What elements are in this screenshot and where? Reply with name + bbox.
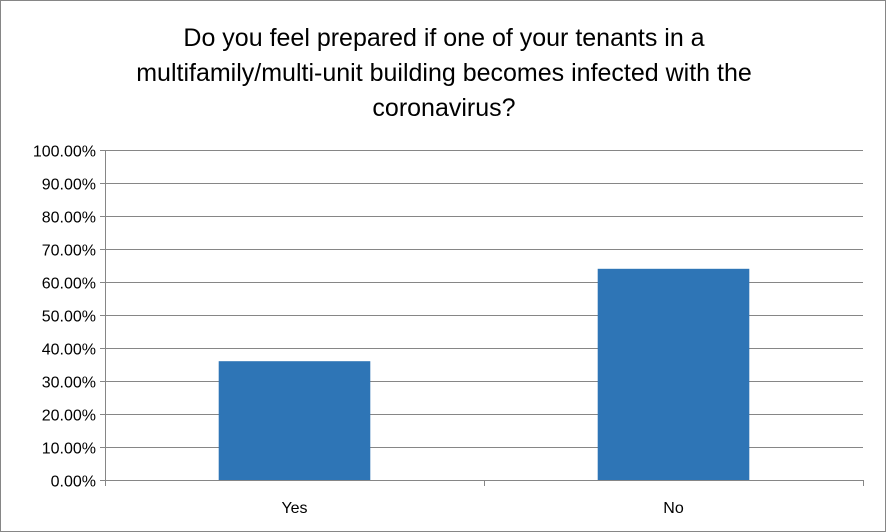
- y-tick-label: 40.00%: [42, 342, 96, 359]
- y-tick-label: 20.00%: [42, 408, 96, 425]
- x-category-label: No: [663, 500, 684, 517]
- chart-title-line-2: multifamily/multi-unit building becomes …: [136, 59, 752, 87]
- y-axis-tick-labels: 0.00% 10.00% 20.00% 30.00% 40.00% 50.00% 60.00…: [33, 144, 96, 491]
- chart-title: Do you feel prepared if one of your tena…: [136, 24, 752, 122]
- chart-title-line-3: coronavirus?: [372, 94, 515, 122]
- bar-no: [597, 268, 750, 480]
- axes: [105, 150, 864, 486]
- y-tick-label: 80.00%: [42, 210, 96, 227]
- bars: [218, 268, 750, 480]
- x-axis-category-labels: Yes No: [281, 500, 683, 517]
- y-tick-label: 0.00%: [51, 474, 96, 491]
- chart-title-line-1: Do you feel prepared if one of your tena…: [183, 24, 704, 52]
- x-category-label: Yes: [281, 500, 307, 517]
- y-tick-label: 90.00%: [42, 177, 96, 194]
- y-tick-label: 100.00%: [33, 144, 96, 161]
- y-tick-label: 60.00%: [42, 276, 96, 293]
- y-tick-label: 70.00%: [42, 243, 96, 260]
- y-tick-label: 10.00%: [42, 441, 96, 458]
- y-tick-label: 30.00%: [42, 375, 96, 392]
- y-tick-label: 50.00%: [42, 309, 96, 326]
- bar-yes: [218, 361, 371, 480]
